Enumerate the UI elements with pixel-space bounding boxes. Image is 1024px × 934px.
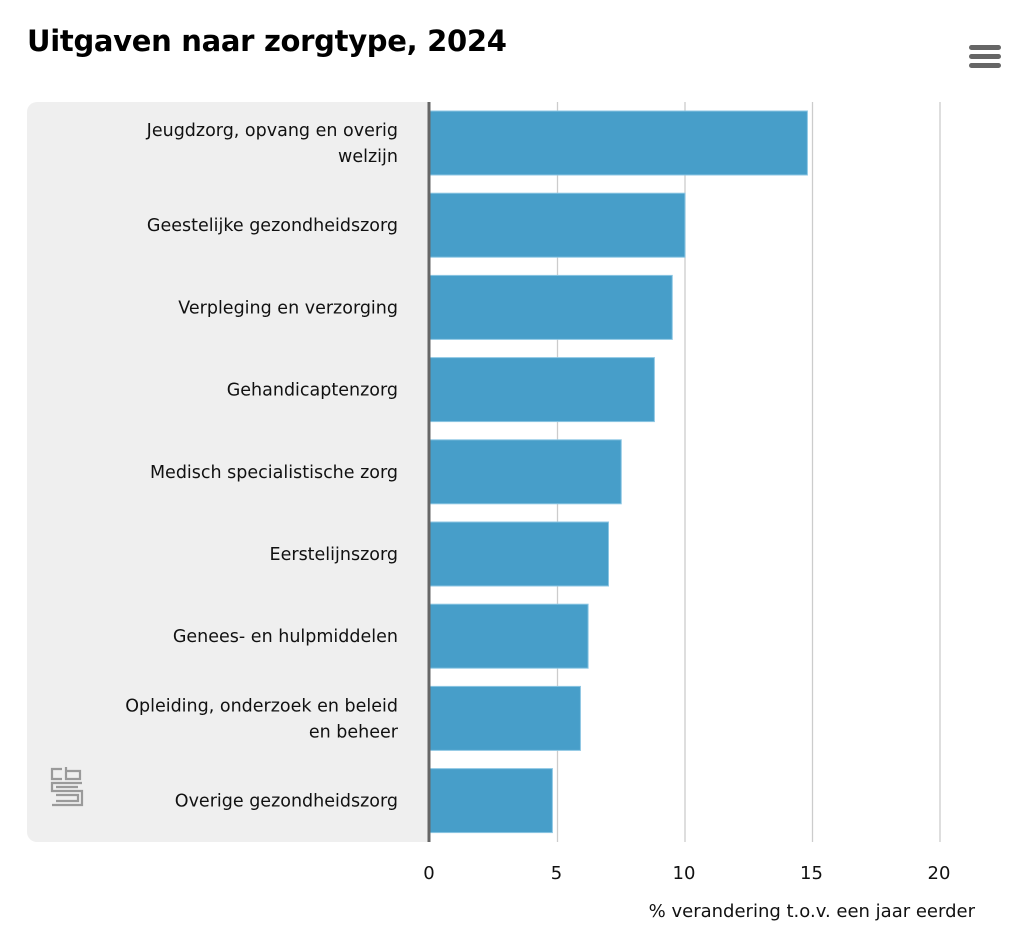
x-tick-label: 20 xyxy=(928,863,951,884)
x-axis-title: % verandering t.o.v. een jaar eerder xyxy=(649,901,976,922)
bar xyxy=(429,521,609,587)
x-tick-label: 5 xyxy=(551,863,562,884)
bar xyxy=(429,274,673,340)
bar xyxy=(429,439,622,505)
hamburger-menu-icon[interactable] xyxy=(969,45,1001,71)
bar xyxy=(429,685,581,751)
category-label: Verpleging en verzorging xyxy=(178,298,398,318)
x-tick-label: 10 xyxy=(673,863,696,884)
x-tick-label: 15 xyxy=(800,863,823,884)
category-label: en beheer xyxy=(309,722,399,742)
x-tick-label: 0 xyxy=(423,863,434,884)
category-label: Gehandicaptenzorg xyxy=(227,381,398,401)
category-label: Overige gezondheidszorg xyxy=(175,792,398,812)
bar xyxy=(429,110,808,176)
cbs-logo xyxy=(50,767,84,807)
category-label: Eerstelijnszorg xyxy=(270,545,398,565)
category-label: Genees- en hulpmiddelen xyxy=(173,627,398,647)
bar xyxy=(429,192,686,258)
bar xyxy=(429,603,589,669)
category-label: Geestelijke gezondheidszorg xyxy=(147,216,398,236)
category-label: Jeugdzorg, opvang en overig xyxy=(146,121,398,141)
bar xyxy=(429,357,655,423)
category-label-panel xyxy=(27,102,429,842)
chart-title: Uitgaven naar zorgtype, 2024 xyxy=(27,24,507,58)
category-label: Opleiding, onderzoek en beleid xyxy=(125,696,398,716)
category-label: welzijn xyxy=(338,147,398,167)
category-label: Medisch specialistische zorg xyxy=(150,463,398,483)
bar xyxy=(429,768,553,834)
